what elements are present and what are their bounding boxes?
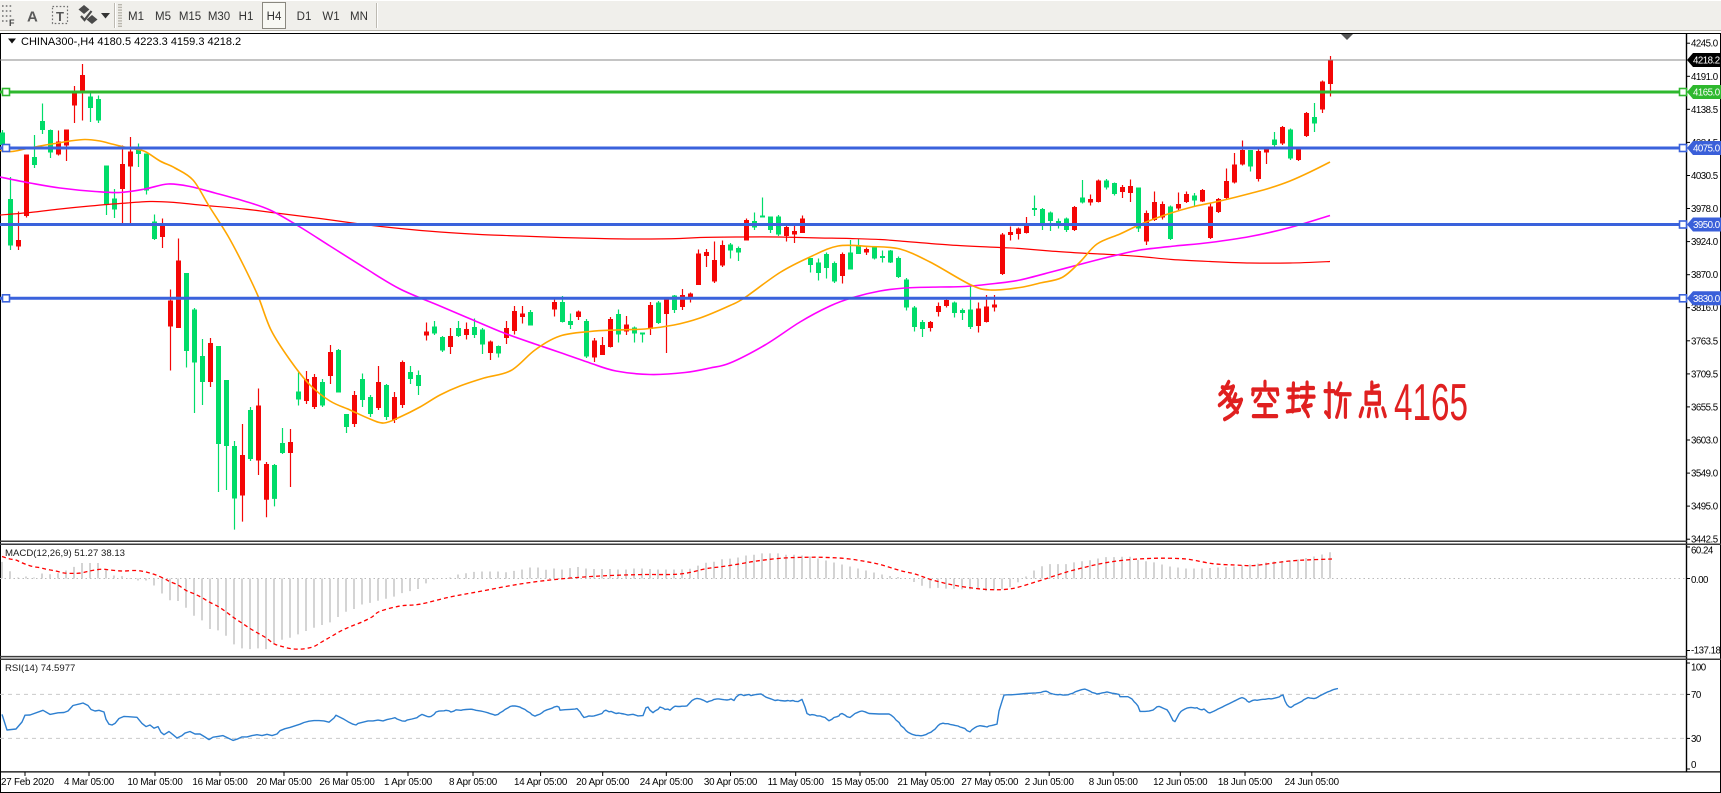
svg-text:70: 70 — [1691, 690, 1702, 701]
svg-text:4165.0: 4165.0 — [1693, 88, 1721, 99]
svg-text:3495.0: 3495.0 — [1691, 502, 1719, 513]
svg-text:4 Mar 05:00: 4 Mar 05:00 — [64, 777, 115, 788]
svg-text:M5: M5 — [155, 11, 171, 23]
svg-text:15 May 05:00: 15 May 05:00 — [832, 777, 890, 788]
svg-text:3655.5: 3655.5 — [1691, 402, 1718, 413]
svg-text:CHINA300-,H4 4180.5 4223.3 41: CHINA300-,H4 4180.5 4223.3 4159.3 4218.2 — [21, 36, 241, 48]
svg-text:12 Jun 05:00: 12 Jun 05:00 — [1153, 777, 1208, 788]
svg-text:MN: MN — [350, 11, 368, 23]
svg-text:30: 30 — [1691, 734, 1702, 745]
svg-text:100: 100 — [1691, 662, 1707, 673]
svg-text:F: F — [9, 18, 15, 28]
svg-text:0: 0 — [1691, 760, 1697, 771]
svg-text:H4: H4 — [267, 11, 282, 23]
svg-text:RSI(14) 74.5977: RSI(14) 74.5977 — [5, 663, 75, 674]
svg-text:8 Jun 05:00: 8 Jun 05:00 — [1089, 777, 1139, 788]
svg-text:14 Apr 05:00: 14 Apr 05:00 — [514, 777, 568, 788]
svg-text:3763.5: 3763.5 — [1691, 336, 1718, 347]
svg-text:27 Feb 2020: 27 Feb 2020 — [1, 777, 55, 788]
svg-text:1 Apr 05:00: 1 Apr 05:00 — [384, 777, 433, 788]
svg-text:-137.18: -137.18 — [1691, 646, 1720, 657]
svg-text:0.00: 0.00 — [1691, 575, 1709, 586]
svg-text:MACD(12,26,9) 51.27 38.13: MACD(12,26,9) 51.27 38.13 — [5, 548, 125, 559]
svg-text:26 Mar 05:00: 26 Mar 05:00 — [319, 777, 375, 788]
svg-text:4165: 4165 — [1394, 374, 1468, 432]
svg-text:21 May 05:00: 21 May 05:00 — [897, 777, 955, 788]
svg-text:3950.0: 3950.0 — [1693, 220, 1721, 231]
svg-text:30 Apr 05:00: 30 Apr 05:00 — [704, 777, 758, 788]
svg-text:D1: D1 — [297, 11, 312, 23]
svg-text:3603.0: 3603.0 — [1691, 436, 1719, 447]
svg-text:2 Jun 05:00: 2 Jun 05:00 — [1025, 777, 1075, 788]
svg-text:20 Apr 05:00: 20 Apr 05:00 — [576, 777, 630, 788]
svg-text:3709.5: 3709.5 — [1691, 369, 1718, 380]
svg-text:24 Apr 05:00: 24 Apr 05:00 — [640, 777, 694, 788]
svg-text:4218.2: 4218.2 — [1693, 56, 1720, 67]
svg-text:3924.0: 3924.0 — [1691, 237, 1719, 248]
svg-text:4191.0: 4191.0 — [1691, 72, 1719, 83]
svg-text:3549.0: 3549.0 — [1691, 469, 1719, 480]
svg-text:27 May 05:00: 27 May 05:00 — [961, 777, 1019, 788]
svg-text:A: A — [27, 9, 38, 26]
svg-text:20 Mar 05:00: 20 Mar 05:00 — [256, 777, 312, 788]
svg-text:18 Jun 05:00: 18 Jun 05:00 — [1218, 777, 1273, 788]
svg-text:10 Mar 05:00: 10 Mar 05:00 — [127, 777, 183, 788]
svg-text:3978.0: 3978.0 — [1691, 204, 1719, 215]
svg-text:T: T — [56, 9, 64, 24]
svg-text:4030.5: 4030.5 — [1691, 171, 1718, 182]
svg-text:11 May 05:00: 11 May 05:00 — [768, 777, 825, 788]
svg-text:3870.0: 3870.0 — [1691, 270, 1719, 281]
svg-text:4245.0: 4245.0 — [1691, 39, 1719, 50]
svg-text:24 Jun 05:00: 24 Jun 05:00 — [1285, 777, 1340, 788]
svg-text:3816.0: 3816.0 — [1691, 303, 1719, 314]
svg-text:M15: M15 — [179, 11, 201, 23]
svg-text:H1: H1 — [239, 11, 254, 23]
svg-text:W1: W1 — [322, 11, 339, 23]
svg-text:4075.0: 4075.0 — [1693, 144, 1721, 155]
svg-text:3442.5: 3442.5 — [1691, 535, 1718, 546]
svg-text:8 Apr 05:00: 8 Apr 05:00 — [449, 777, 498, 788]
svg-text:16 Mar 05:00: 16 Mar 05:00 — [192, 777, 248, 788]
svg-text:M1: M1 — [128, 11, 144, 23]
svg-text:60.24: 60.24 — [1691, 545, 1714, 556]
svg-text:3830.0: 3830.0 — [1693, 294, 1721, 305]
svg-text:4138.5: 4138.5 — [1691, 105, 1718, 116]
svg-text:M30: M30 — [208, 11, 230, 23]
